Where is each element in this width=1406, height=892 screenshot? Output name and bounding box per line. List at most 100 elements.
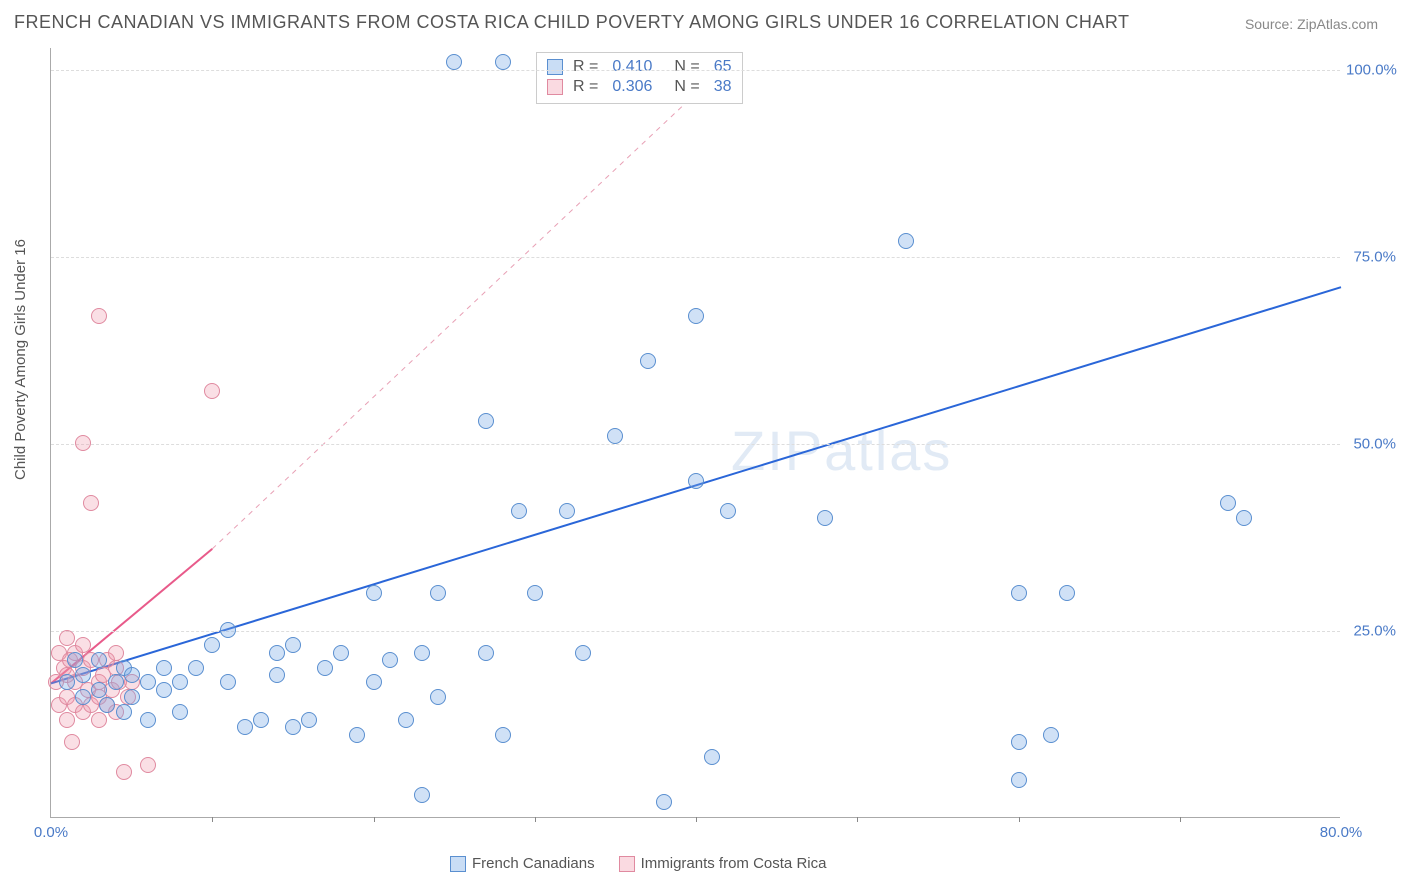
data-point [59, 630, 75, 646]
data-point [188, 660, 204, 676]
x-tick-mark [1019, 817, 1020, 822]
data-point [430, 585, 446, 601]
data-point [220, 622, 236, 638]
n-value-pink: 38 [714, 78, 732, 96]
data-point [172, 704, 188, 720]
data-point [366, 674, 382, 690]
gridline [51, 631, 1340, 632]
data-point [301, 712, 317, 728]
plot-area: ZIPatlas R = 0.410 N = 65 R = 0.306 N = … [50, 48, 1340, 818]
data-point [83, 495, 99, 511]
data-point [67, 652, 83, 668]
y-tick-label: 50.0% [1346, 436, 1396, 453]
data-point [75, 435, 91, 451]
data-point [99, 697, 115, 713]
data-point [333, 645, 349, 661]
legend-row-blue: R = 0.410 N = 65 [547, 57, 732, 77]
data-point [269, 667, 285, 683]
gridline [51, 70, 1340, 71]
data-point [204, 383, 220, 399]
data-point [446, 54, 462, 70]
swatch-blue-icon [450, 856, 466, 872]
data-point [478, 413, 494, 429]
series-legend: French Canadians Immigrants from Costa R… [450, 855, 826, 872]
data-point [140, 757, 156, 773]
n-value-blue: 65 [714, 58, 732, 76]
data-point [478, 645, 494, 661]
data-point [91, 308, 107, 324]
data-point [607, 428, 623, 444]
data-point [688, 308, 704, 324]
data-point [495, 727, 511, 743]
data-point [495, 54, 511, 70]
data-point [1059, 585, 1075, 601]
watermark: ZIPatlas [731, 418, 952, 483]
data-point [108, 674, 124, 690]
data-point [575, 645, 591, 661]
x-tick-mark [535, 817, 536, 822]
x-tick-mark [374, 817, 375, 822]
data-point [116, 764, 132, 780]
swatch-pink-icon [547, 79, 563, 95]
data-point [116, 704, 132, 720]
data-point [382, 652, 398, 668]
data-point [140, 674, 156, 690]
data-point [720, 503, 736, 519]
swatch-pink-icon [619, 856, 635, 872]
chart-title: FRENCH CANADIAN VS IMMIGRANTS FROM COSTA… [14, 12, 1130, 33]
swatch-blue-icon [547, 59, 563, 75]
data-point [317, 660, 333, 676]
data-point [1011, 734, 1027, 750]
data-point [1043, 727, 1059, 743]
data-point [527, 585, 543, 601]
data-point [1011, 772, 1027, 788]
y-axis-label: Child Poverty Among Girls Under 16 [12, 239, 29, 480]
x-tick-mark [857, 817, 858, 822]
data-point [817, 510, 833, 526]
data-point [220, 674, 236, 690]
data-point [398, 712, 414, 728]
x-tick-mark [1180, 817, 1181, 822]
data-point [285, 719, 301, 735]
data-point [511, 503, 527, 519]
data-point [414, 787, 430, 803]
data-point [253, 712, 269, 728]
data-point [156, 682, 172, 698]
data-point [559, 503, 575, 519]
data-point [366, 585, 382, 601]
data-point [75, 667, 91, 683]
legend-item-pink: Immigrants from Costa Rica [619, 855, 827, 872]
data-point [640, 353, 656, 369]
legend-item-blue: French Canadians [450, 855, 595, 872]
correlation-legend: R = 0.410 N = 65 R = 0.306 N = 38 [536, 52, 743, 104]
data-point [91, 652, 107, 668]
x-tick-label: 80.0% [1320, 824, 1363, 841]
source-label: Source: ZipAtlas.com [1245, 16, 1378, 32]
trend-lines [51, 48, 1340, 817]
legend-label-pink: Immigrants from Costa Rica [641, 855, 827, 872]
x-tick-label: 0.0% [34, 824, 68, 841]
data-point [1011, 585, 1027, 601]
data-point [156, 660, 172, 676]
data-point [285, 637, 301, 653]
r-value-blue: 0.410 [612, 58, 652, 76]
gridline [51, 444, 1340, 445]
chart-container: FRENCH CANADIAN VS IMMIGRANTS FROM COSTA… [0, 0, 1406, 892]
y-tick-label: 75.0% [1346, 249, 1396, 266]
r-value-pink: 0.306 [612, 78, 652, 96]
data-point [430, 689, 446, 705]
gridline [51, 257, 1340, 258]
data-point [269, 645, 285, 661]
data-point [204, 637, 220, 653]
data-point [414, 645, 430, 661]
data-point [349, 727, 365, 743]
data-point [124, 667, 140, 683]
y-tick-label: 100.0% [1346, 62, 1396, 79]
data-point [1220, 495, 1236, 511]
data-point [172, 674, 188, 690]
x-tick-mark [696, 817, 697, 822]
data-point [656, 794, 672, 810]
y-tick-label: 25.0% [1346, 623, 1396, 640]
data-point [140, 712, 156, 728]
legend-row-pink: R = 0.306 N = 38 [547, 77, 732, 97]
